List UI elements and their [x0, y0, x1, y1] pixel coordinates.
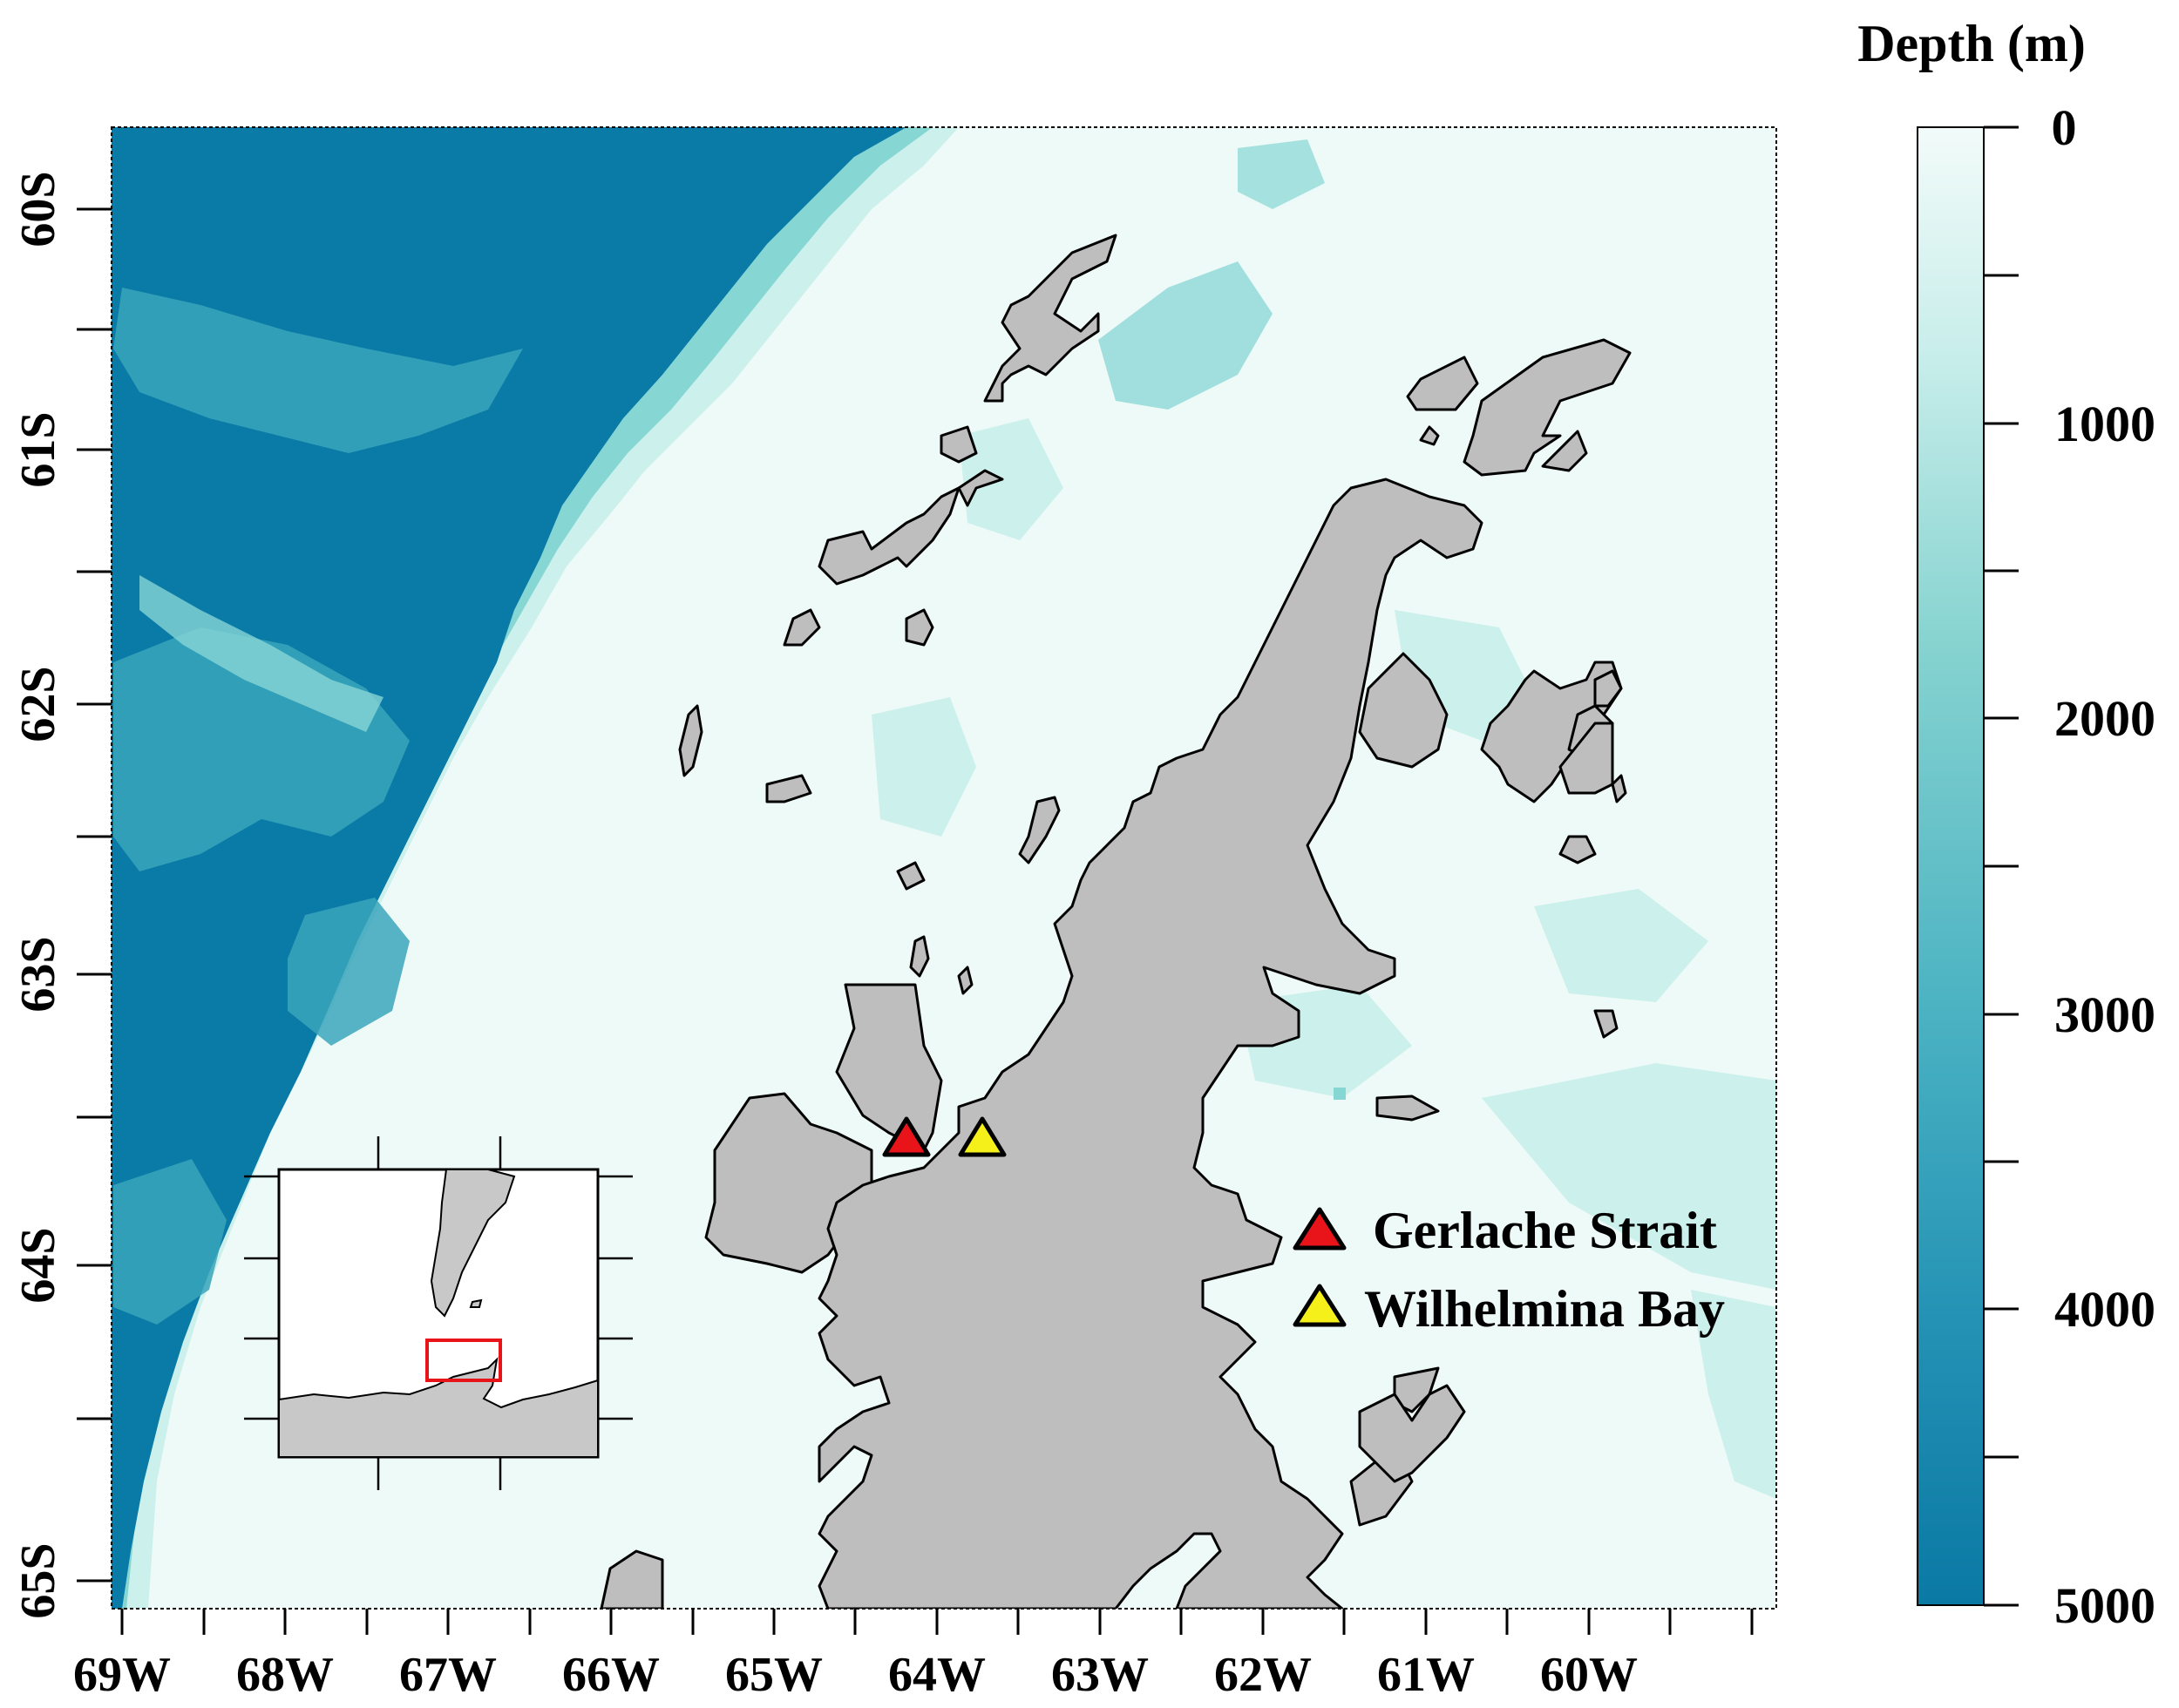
island — [600, 1549, 664, 1609]
island — [1593, 1009, 1619, 1039]
island — [1463, 338, 1632, 477]
colorbar-ticks — [1984, 125, 2019, 1607]
island — [1406, 356, 1479, 411]
island — [1611, 774, 1627, 803]
depth-colorbar: Depth (m) 0 1000 2000 3000 4000 5000 — [1857, 15, 2155, 1634]
shelf-patch — [1482, 1063, 1776, 1290]
island — [1593, 669, 1623, 708]
longitude-labels: 69W 68W 67W 66W 65W 64W 63W 62W 61W 60W — [73, 1648, 1638, 1702]
shelf-patch — [1238, 139, 1325, 209]
island — [783, 608, 821, 647]
legend-wilhelmina-label: Wilhelmina Bay — [1364, 1280, 1725, 1338]
lon-label-69w: 69W — [73, 1648, 171, 1702]
island — [1358, 1384, 1466, 1483]
ridge-feature — [113, 288, 523, 453]
longitude-axis — [120, 1609, 1754, 1635]
lon-label-62w: 62W — [1214, 1648, 1312, 1702]
island — [1375, 1095, 1440, 1122]
map-legend: Gerlache Strait Wilhelmina Bay — [1293, 1202, 1725, 1338]
inset-study-area-box — [425, 1339, 502, 1382]
inset-falklands — [469, 1298, 483, 1308]
landmass-group — [600, 234, 1632, 1609]
island — [1558, 835, 1597, 864]
colorbar-label-1000: 1000 — [2054, 396, 2155, 452]
deep-spot — [1334, 1088, 1346, 1100]
ridge-feature — [288, 898, 410, 1046]
lat-label-63s: 63S — [11, 936, 65, 1012]
lon-label-61w: 61W — [1377, 1648, 1475, 1702]
island — [1558, 722, 1614, 795]
island — [896, 861, 926, 891]
lon-label-65w: 65W — [725, 1648, 823, 1702]
island — [1541, 430, 1588, 472]
inset-ticks — [244, 1136, 633, 1490]
lat-label-61s: 61S — [11, 411, 65, 487]
colorbar-label-0: 0 — [2052, 99, 2077, 156]
colorbar-label-5000: 5000 — [2054, 1577, 2155, 1634]
lon-label-67w: 67W — [399, 1648, 497, 1702]
lon-label-63w: 63W — [1051, 1648, 1149, 1702]
island — [957, 966, 974, 995]
colorbar-label-2000: 2000 — [2054, 690, 2155, 747]
wilhelmina-bay-marker — [958, 1116, 1007, 1157]
shelf-patch — [872, 697, 976, 837]
legend-gerlache-label: Gerlache Strait — [1373, 1202, 1717, 1259]
shelf-patch — [1098, 261, 1273, 410]
inset-south-america — [430, 1169, 516, 1318]
colorbar-label-3000: 3000 — [2054, 986, 2155, 1043]
deep-basin — [112, 127, 906, 1609]
latitude-axis — [77, 207, 112, 1583]
lon-label-64w: 64W — [888, 1648, 986, 1702]
lat-label-64s: 64S — [11, 1227, 65, 1303]
shelf-patch — [1691, 1290, 1776, 1499]
shelf-patch — [959, 418, 1063, 540]
inset-map — [244, 1136, 633, 1490]
gerlache-strait-marker — [882, 1116, 931, 1157]
lon-label-68w: 68W — [236, 1648, 334, 1702]
island — [909, 935, 930, 978]
colorbar-label-4000: 4000 — [2054, 1281, 2155, 1338]
island — [1419, 425, 1440, 446]
island — [818, 486, 961, 586]
legend-gerlache-marker — [1293, 1207, 1347, 1250]
inset-antarctica — [278, 1357, 599, 1458]
island — [983, 234, 1117, 403]
island — [957, 469, 1004, 507]
colorbar-title: Depth (m) — [1857, 15, 2086, 72]
lon-label-66w: 66W — [562, 1648, 660, 1702]
ridge-feature — [113, 1159, 227, 1325]
ridge-feature — [139, 575, 384, 732]
island — [1358, 652, 1449, 769]
colorbar-labels: 0 1000 2000 3000 4000 5000 — [2052, 99, 2156, 1634]
legend-wilhelmina-marker — [1293, 1284, 1347, 1327]
map-frame — [111, 126, 1777, 1610]
island — [678, 704, 703, 777]
island — [1018, 796, 1061, 864]
lat-label-65s: 65S — [11, 1542, 65, 1618]
island — [905, 608, 934, 647]
latitude-labels: 60S 61S 62S 63S 64S 65S — [11, 171, 65, 1618]
lon-label-60w: 60W — [1540, 1648, 1638, 1702]
colorbar-gradient — [1917, 126, 1985, 1606]
island — [765, 774, 812, 803]
island — [940, 425, 978, 464]
lat-label-60s: 60S — [11, 171, 65, 247]
map-panel: 69W 68W 67W 66W 65W 64W 63W 62W 61W 60W — [11, 126, 1777, 1702]
antarctic-peninsula — [818, 478, 1483, 1609]
shelf-patch — [1534, 889, 1708, 1002]
lat-label-62s: 62S — [11, 666, 65, 742]
